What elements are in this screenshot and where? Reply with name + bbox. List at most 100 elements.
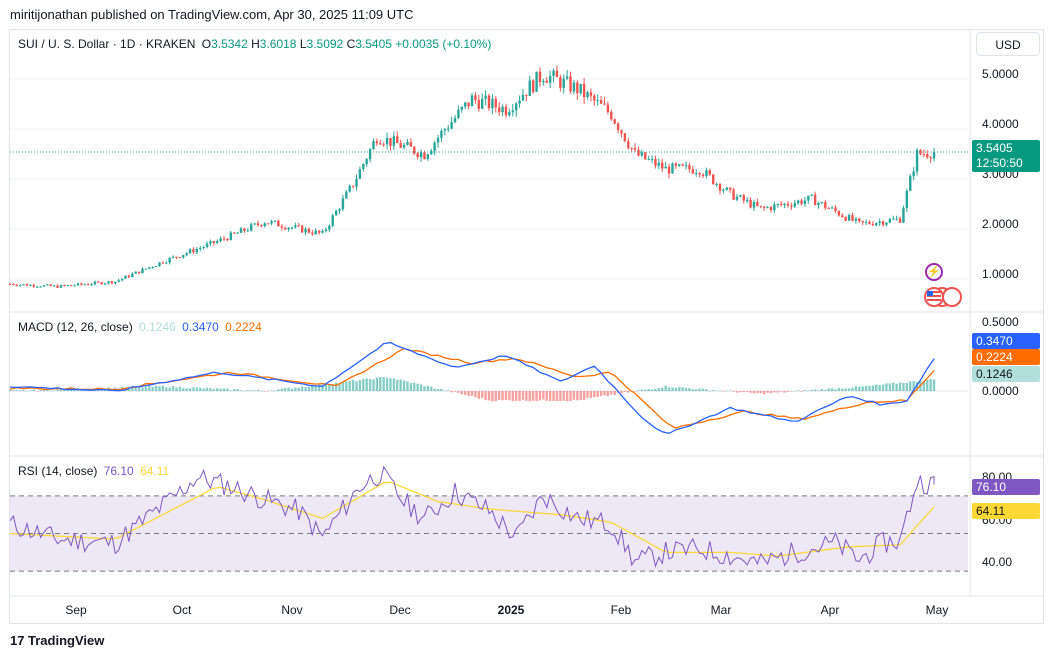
candle-body	[824, 202, 827, 208]
candle-body	[593, 95, 596, 101]
macd-histogram-bar	[365, 378, 368, 392]
macd-histogram-bar	[749, 391, 752, 393]
candle-body	[514, 103, 518, 111]
candle-body	[932, 152, 936, 159]
macd-histogram-bar	[868, 385, 871, 392]
macd-histogram-bar	[470, 391, 474, 396]
macd-histogram-bar	[253, 390, 256, 392]
macd-histogram-bar	[392, 378, 396, 392]
us-flag-icon[interactable]	[922, 287, 962, 307]
candle-body	[379, 143, 382, 145]
candle-body	[56, 285, 59, 288]
candle-body	[844, 217, 847, 221]
macd-histogram-bar	[341, 381, 345, 392]
candle-body	[830, 207, 834, 209]
macd-histogram-bar	[881, 384, 885, 392]
candle-body	[905, 190, 909, 209]
candle-body	[817, 202, 820, 206]
macd-histogram-bar	[783, 391, 786, 393]
candle-body	[548, 75, 552, 83]
macd-histogram-bar	[841, 388, 844, 392]
macd-histogram-bar	[311, 384, 314, 392]
high-label: H	[251, 37, 260, 51]
candle-body	[667, 166, 671, 174]
candle-body	[355, 178, 358, 187]
macd-histogram-bar	[752, 391, 756, 394]
candle-body	[898, 218, 902, 223]
price-axis-label: 5.0000	[982, 67, 1019, 81]
macd-histogram-bar	[52, 390, 56, 392]
macd-histogram-bar	[902, 382, 905, 392]
macd-signal-tag: 0.2224	[972, 349, 1040, 365]
candle-body	[331, 215, 334, 226]
candle-body	[790, 205, 793, 207]
macd-histogram-bar	[796, 390, 800, 392]
candle-body	[497, 107, 501, 113]
macd-histogram-bar	[283, 387, 287, 392]
macd-histogram-bar	[820, 389, 824, 392]
candle-body	[878, 221, 881, 224]
candle-body	[712, 174, 715, 185]
macd-histogram-bar	[178, 386, 182, 392]
macd-histogram-bar	[875, 384, 878, 392]
candle-body	[695, 173, 698, 175]
macd-histogram-bar	[684, 387, 688, 392]
candle-body	[233, 232, 236, 234]
candle-body	[576, 82, 579, 94]
candle-body	[209, 241, 212, 244]
candle-body	[858, 218, 861, 221]
candle-body	[915, 150, 919, 172]
macd-histogram-bar	[647, 389, 650, 392]
countdown-value: 12:50:50	[976, 156, 1023, 170]
candle-body	[294, 225, 297, 228]
candle-body	[644, 152, 647, 160]
macd-histogram-bar	[453, 391, 457, 392]
macd-histogram-bar	[623, 391, 627, 392]
candle-body	[171, 256, 175, 258]
candle-body	[633, 148, 637, 150]
candle-body	[909, 176, 912, 191]
time-axis-label: Apr	[820, 603, 840, 617]
candle-body	[375, 141, 379, 144]
macd-histogram-bar	[722, 391, 725, 392]
macd-histogram-bar	[929, 378, 932, 392]
macd-histogram-bar	[447, 390, 450, 392]
macd-line-tag: 0.3470	[972, 333, 1040, 349]
macd-histogram-bar	[73, 389, 76, 392]
candle-body	[562, 78, 565, 88]
candle-body	[131, 273, 134, 278]
macd-histogram-bar	[15, 390, 18, 392]
candle-body	[691, 169, 695, 174]
macd-histogram-bar	[195, 387, 199, 392]
macd-histogram-bar	[484, 391, 487, 401]
candle-body	[249, 224, 253, 231]
tradingview-logo[interactable]: 17 TradingView	[10, 633, 104, 648]
macd-histogram-bar	[222, 388, 226, 392]
lightning-icon[interactable]: ⚡	[925, 263, 943, 281]
candle-body	[756, 201, 759, 206]
candle-body	[684, 165, 688, 167]
macd-histogram-bar	[688, 388, 691, 392]
candle-body	[402, 144, 406, 148]
currency-button[interactable]: USD	[976, 32, 1040, 56]
macd-line-value: 0.3470	[182, 320, 219, 334]
candle-body	[745, 199, 749, 201]
candle-body	[69, 285, 73, 287]
candle-body	[589, 92, 593, 96]
candle-body	[192, 249, 195, 253]
macd-histogram-bar	[565, 391, 569, 402]
candle-body	[487, 95, 491, 109]
macd-histogram-bar	[555, 391, 559, 402]
candle-body	[875, 223, 878, 226]
macd-histogram-bar	[834, 389, 837, 392]
candle-body	[175, 256, 178, 258]
candle-body	[674, 163, 678, 166]
macd-histogram-bar	[905, 382, 909, 392]
macd-axis-label: 0.5000	[982, 315, 1019, 329]
candle-body	[389, 137, 392, 146]
macd-histogram-bar	[216, 388, 219, 392]
macd-histogram-bar	[620, 391, 623, 394]
candle-body	[351, 185, 355, 187]
candle-body	[103, 283, 107, 285]
candle-body	[599, 100, 603, 104]
